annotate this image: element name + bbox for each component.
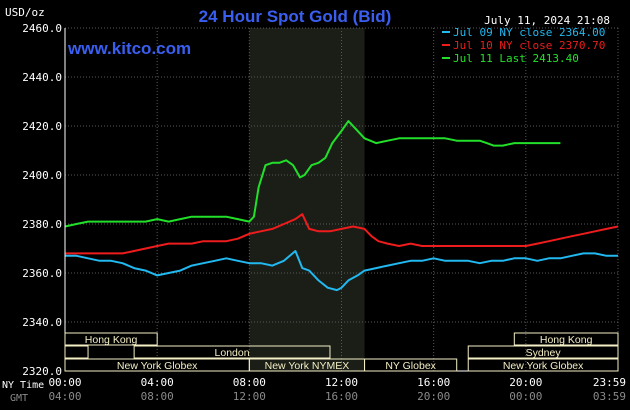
- x-tick-label-gmt: 20:00: [417, 390, 450, 403]
- market-session-label: London: [215, 347, 250, 359]
- x-row-label-gmt: GMT: [10, 393, 28, 404]
- market-session-box: [64, 345, 89, 359]
- market-session-label: New York Globex: [117, 360, 198, 372]
- chart-title: 24 Hour Spot Gold (Bid): [199, 7, 392, 26]
- y-tick-label: 2440.0: [22, 71, 62, 84]
- y-tick-label: 2340.0: [22, 316, 62, 329]
- x-row-label-ny: NY Time: [2, 380, 44, 391]
- market-session-box: [364, 358, 458, 372]
- x-tick-label-gmt: 03:59: [593, 390, 626, 403]
- market-session-box: [133, 345, 331, 359]
- market-session-box: [467, 345, 619, 359]
- market-session-label: New York NYMEX: [265, 360, 350, 372]
- market-session-label: New York Globex: [503, 360, 584, 372]
- x-tick-label-ny: 16:00: [417, 376, 450, 389]
- y-tick-label: 2360.0: [22, 267, 62, 280]
- legend-entry: Jul 11 Last 2413.40: [453, 52, 579, 65]
- market-session-box: [64, 332, 158, 346]
- y-tick-label: 2420.0: [22, 120, 62, 133]
- x-tick-label-gmt: 16:00: [325, 390, 358, 403]
- x-tick-label-ny: 23:59: [593, 376, 626, 389]
- x-tick-label-ny: 00:00: [48, 376, 81, 389]
- x-tick-label-gmt: 00:00: [509, 390, 542, 403]
- legend-entry: Jul 09 NY close 2364.00: [453, 26, 605, 39]
- market-session-label: Hong Kong: [85, 334, 138, 346]
- series-group: [64, 120, 619, 292]
- market-session-label: NY Globex: [385, 360, 436, 372]
- y-units-label: USD/oz: [5, 6, 45, 19]
- market-session-label: Hong Kong: [540, 334, 593, 346]
- x-tick-label-gmt: 12:00: [233, 390, 266, 403]
- market-session-box: [467, 358, 619, 372]
- series-line: [65, 250, 618, 292]
- website-link[interactable]: www.kitco.com: [67, 39, 191, 58]
- y-tick-label: 2400.0: [22, 169, 62, 182]
- y-tick-label: 2320.0: [22, 365, 62, 378]
- shaded-period: [249, 28, 365, 371]
- x-tick-label-gmt: 08:00: [141, 390, 174, 403]
- market-session-label: Sydney: [526, 347, 562, 359]
- x-tick-label-ny: 04:00: [141, 376, 174, 389]
- nymex-session-shade: [249, 28, 365, 371]
- x-tick-label-gmt: 04:00: [48, 390, 81, 403]
- legend-entry: Jul 10 NY close 2370.70: [453, 39, 605, 52]
- timestamp: July 11, 2024 21:08: [484, 14, 610, 27]
- x-tick-label-ny: 20:00: [509, 376, 542, 389]
- x-tick-label-ny: 08:00: [233, 376, 266, 389]
- series-line: [65, 213, 619, 255]
- series-line: [64, 120, 561, 228]
- y-tick-label: 2460.0: [22, 22, 62, 35]
- market-session-box: [513, 332, 619, 346]
- y-tick-label: 2380.0: [22, 218, 62, 231]
- x-tick-label-ny: 12:00: [325, 376, 358, 389]
